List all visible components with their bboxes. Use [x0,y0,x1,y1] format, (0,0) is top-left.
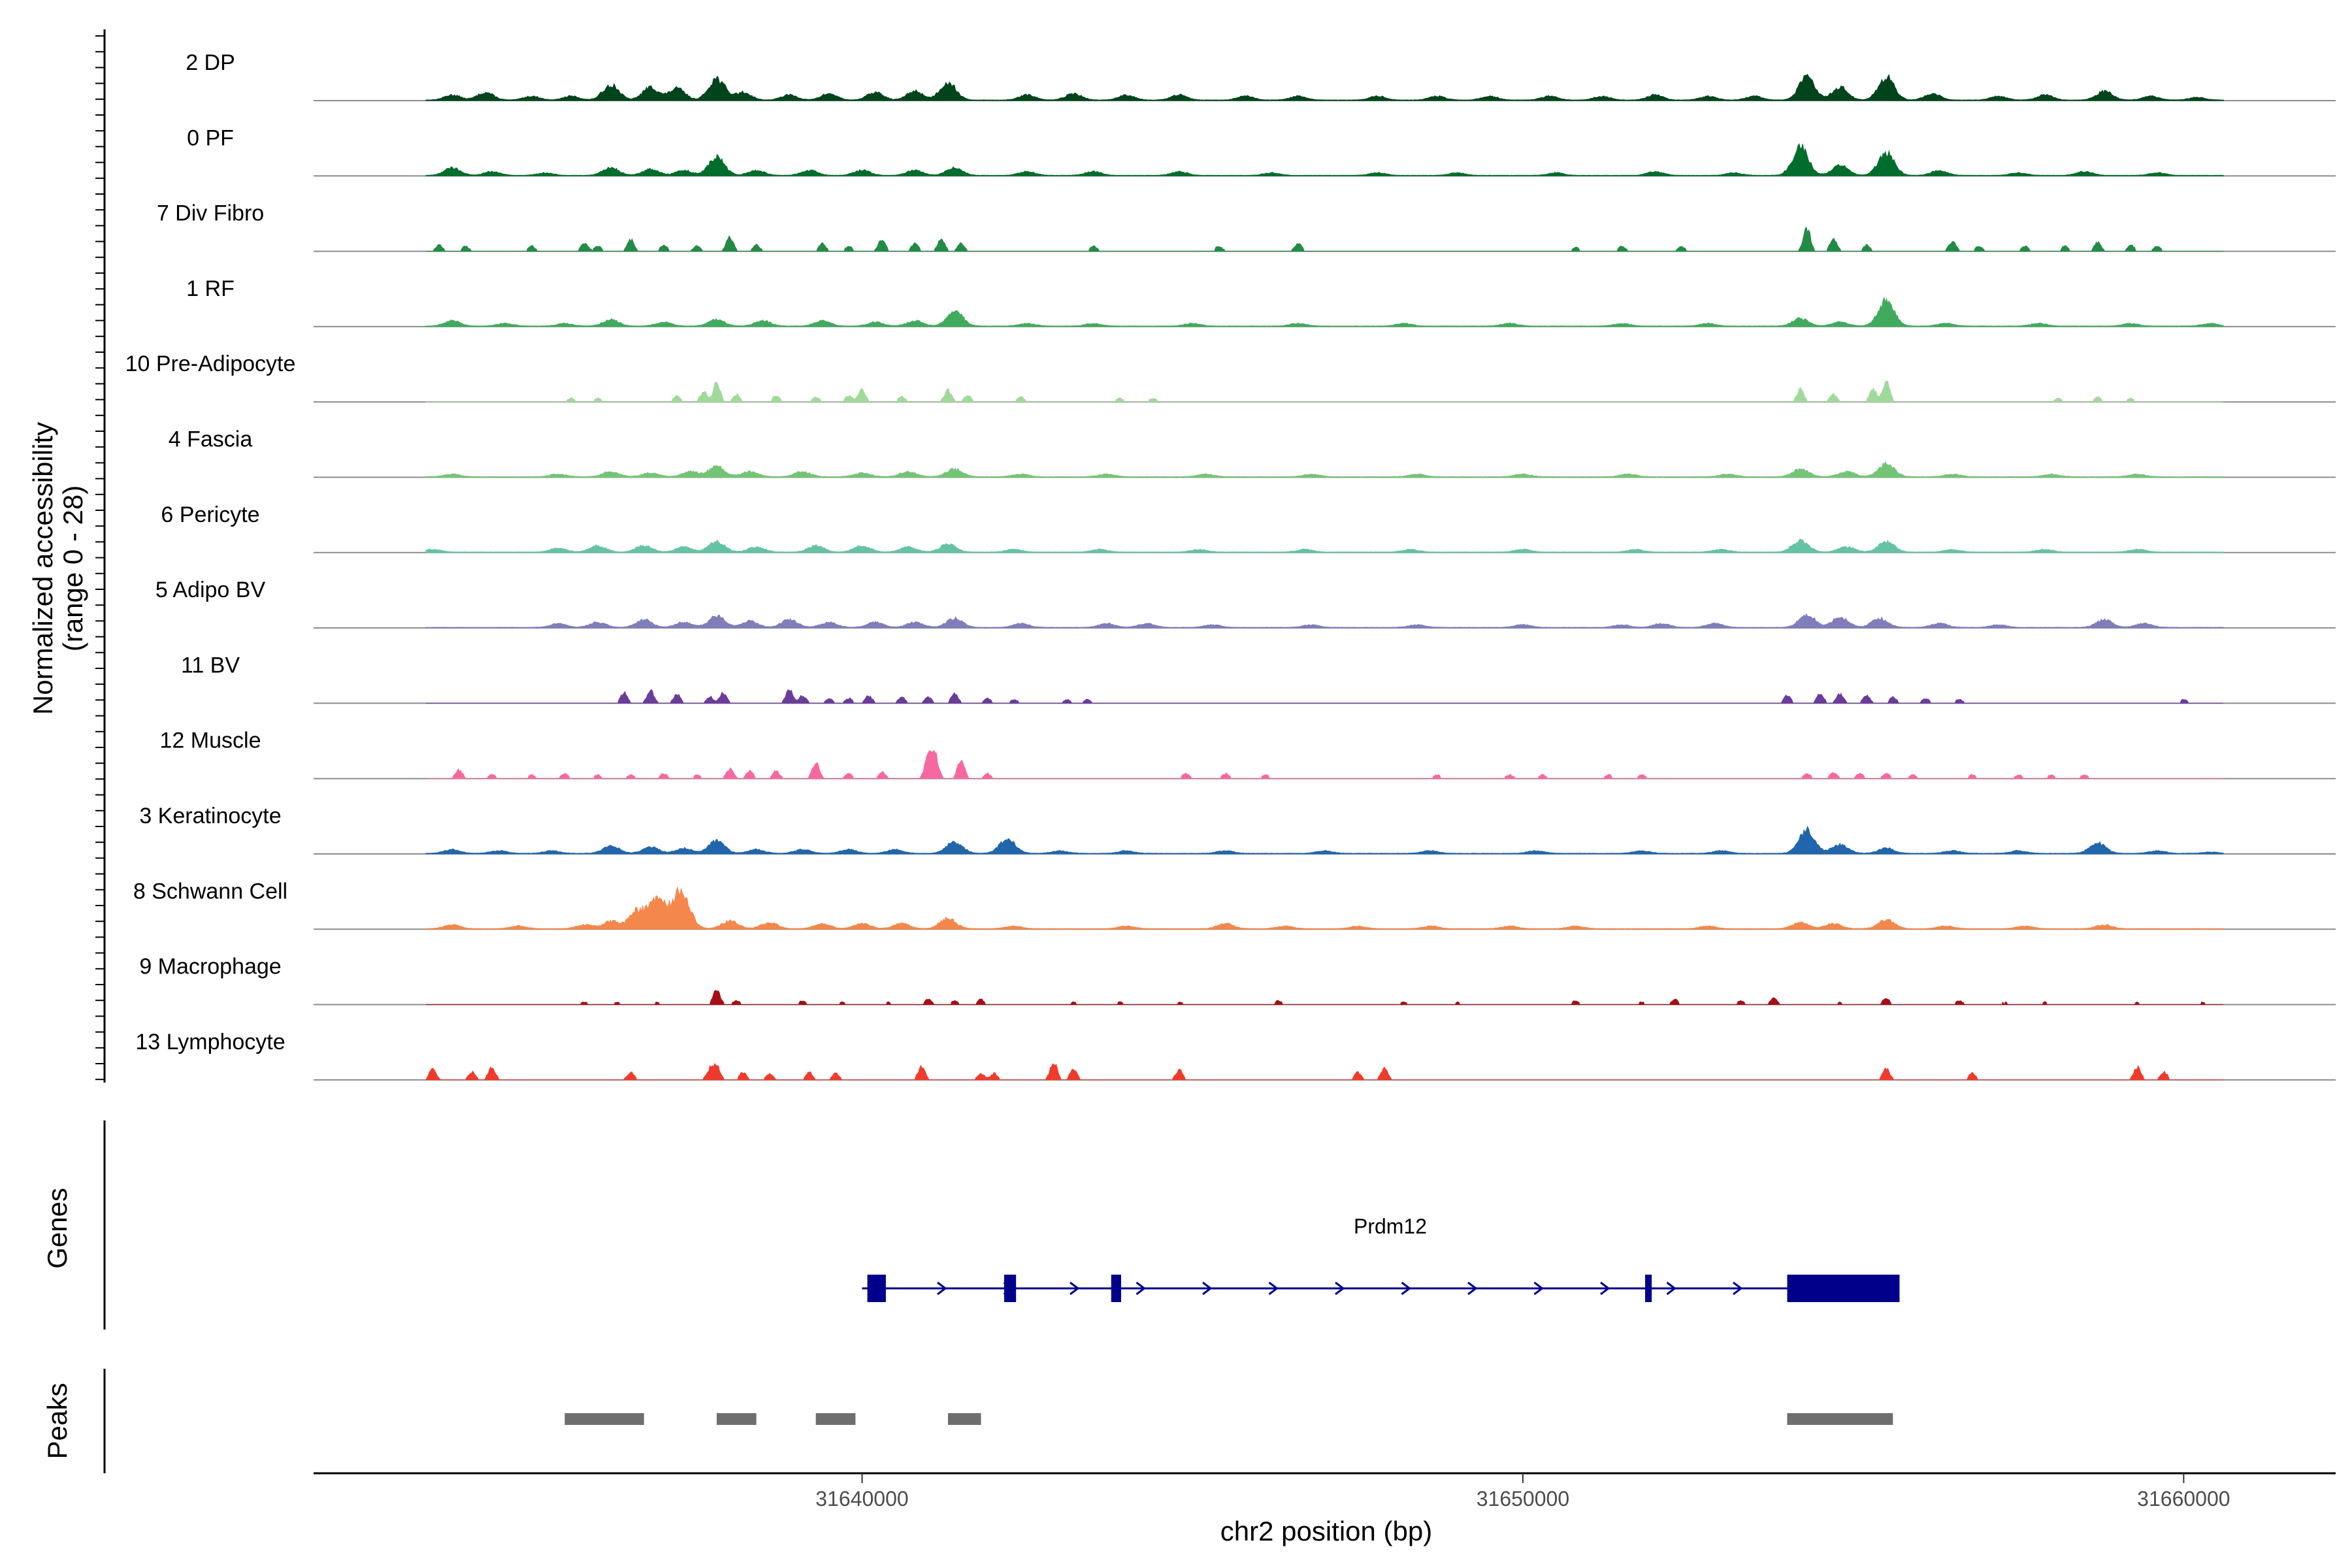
track-label: 9 Macrophage [139,955,281,979]
track-label: 1 RF [186,276,235,301]
track-9-macrophage: 9 Macrophage [139,955,2336,1005]
coverage-area [425,142,2224,176]
track-label: 5 Adipo BV [155,578,266,602]
coverage-area [425,226,2224,252]
track-label: 4 Fascia [169,427,253,452]
x-axis: 31640000 31650000 31660000 [314,1472,2336,1511]
strand-arrow [1401,1281,1411,1296]
coverage-area [425,381,2224,402]
strand-arrow [1600,1281,1610,1296]
track-label: 8 Schwann Cell [133,879,287,904]
peak-region [947,1413,981,1425]
gene-exon [1787,1275,1900,1302]
track-2-dp: 2 DP [186,50,2336,101]
track-11-bv: 11 BV [181,653,2336,704]
gene-exon [1004,1275,1017,1302]
x-tick-label: 31660000 [2137,1487,2230,1511]
y-axis [95,29,106,1083]
track-4-fascia: 4 Fascia [169,427,2336,478]
peak-region [564,1413,644,1425]
strand-arrow [937,1281,947,1296]
genes-panel-label: Genes [42,1188,73,1269]
peaks-panel [103,1369,1893,1473]
coverage-area [425,461,2224,478]
coverage-tracks: 2 DP 0 PF 7 Div Fibro 1 RF 10 Pre-Adipocyte 4… [125,50,2336,1081]
y-axis-subtitle: (range 0 - 28) [57,485,88,651]
coverage-area [425,886,2224,930]
track-label: 3 Keratinocyte [139,804,281,828]
track-8-schwann-cell: 8 Schwann Cell [133,879,2336,930]
strand-arrow [1070,1281,1080,1296]
gene-exon [1111,1275,1121,1302]
track-5-adipo-bv: 5 Adipo BV [155,578,2336,629]
track-label: 0 PF [187,125,234,150]
strand-arrow [1135,1281,1146,1296]
track-13-lymphocyte: 13 Lymphocyte [135,1030,2336,1081]
coverage-area [425,296,2224,327]
peaks-panel-label: Peaks [42,1383,73,1460]
y-axis-title: Normalized accessibility [27,422,58,715]
track-label: 12 Muscle [160,728,261,753]
track-0-pf: 0 PF [187,125,2336,177]
peak-region [815,1413,856,1425]
track-1-rf: 1 RF [186,276,2336,327]
track-label: 13 Lymphocyte [135,1030,285,1054]
coverage-area [425,825,2224,855]
gene-exon [1645,1275,1652,1302]
gene-panel: Prdm12 [103,1120,1900,1330]
strand-arrow [1202,1281,1213,1296]
track-label: 6 Pericyte [161,502,259,527]
track-label: 2 DP [186,50,235,75]
strand-arrow [1733,1281,1743,1296]
strand-arrow [1268,1281,1279,1296]
track-label: 7 Div Fibro [157,201,264,226]
track-6-pericyte: 6 Pericyte [161,502,2336,553]
track-12-muscle: 12 Muscle [160,728,2336,779]
peak-region [1787,1413,1893,1425]
coverage-area [425,538,2224,553]
gene-name-label: Prdm12 [1354,1215,1427,1238]
coverage-area [425,689,2224,704]
x-tick-label: 31640000 [815,1487,908,1511]
strand-arrow [1533,1281,1544,1296]
track-7-div-fibro: 7 Div Fibro [157,201,2336,252]
x-axis-title: chr2 position (bp) [1220,1516,1433,1546]
strand-arrow [1666,1281,1676,1296]
track-label: 10 Pre-Adipocyte [125,351,296,376]
peak-region [716,1413,757,1425]
track-10-pre-adipocyte: 10 Pre-Adipocyte [125,351,2336,403]
track-label: 11 BV [181,653,240,678]
strand-arrow [1335,1281,1345,1296]
coverage-area [425,74,2224,101]
coverage-area [425,1062,2224,1081]
coverage-area [425,750,2224,779]
coverage-area [425,990,2224,1005]
x-tick-label: 31650000 [1477,1487,1569,1511]
coverage-area [425,613,2224,629]
track-3-keratinocyte: 3 Keratinocyte [139,804,2336,855]
gene-exon [867,1275,886,1302]
strand-arrow [1467,1281,1478,1296]
